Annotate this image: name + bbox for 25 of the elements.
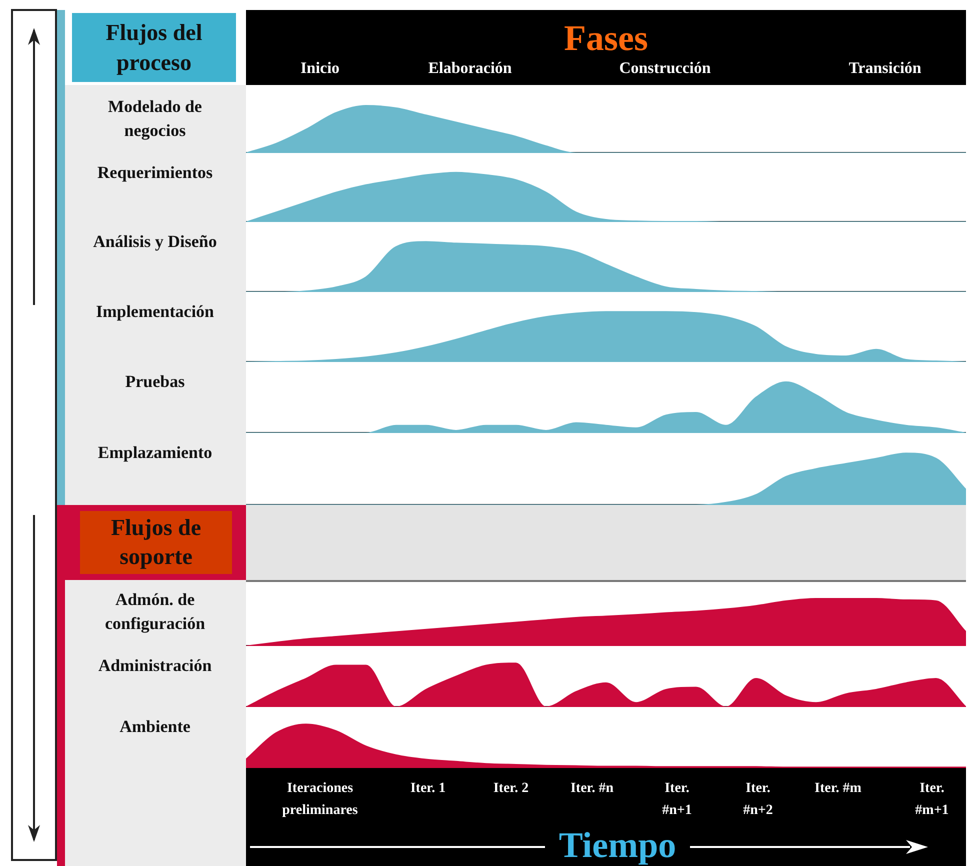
text: Iter. #m+1 <box>914 780 950 820</box>
text: Iter. #n+1 <box>661 780 693 820</box>
chart-title: Modelado de negocios <box>107 96 203 142</box>
text: Iter. 1 <box>409 780 447 798</box>
chart-title: Administración <box>97 655 213 677</box>
chart-title: Ambiente <box>118 716 192 738</box>
text: Iter. #m <box>814 780 862 798</box>
chart-title: Admón. de configuración <box>104 589 206 635</box>
text: Iteraciones preliminares <box>281 780 359 820</box>
text: Inicio <box>299 60 341 78</box>
text: Flujos de soporte <box>80 513 232 571</box>
chart-title: Emplazamiento <box>96 442 214 464</box>
chart-title: Análisis y Diseño <box>92 231 218 253</box>
text: Iter. #n+2 <box>742 780 774 820</box>
text: Iter. #n <box>569 780 615 798</box>
text: Construcción <box>618 60 712 78</box>
text: Fases <box>563 18 649 58</box>
text: Tiempo <box>558 824 678 866</box>
chart-title: Implementación <box>94 301 216 323</box>
text: Flujos del proceso <box>104 19 204 77</box>
chart-title: Pruebas <box>124 371 186 393</box>
chart-title: Requerimientos <box>96 162 214 184</box>
text: Elaboración <box>427 60 513 78</box>
text: Iter. 2 <box>492 780 530 798</box>
text: Transición <box>848 60 922 78</box>
